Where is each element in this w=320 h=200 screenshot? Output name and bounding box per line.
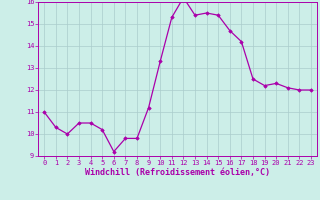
X-axis label: Windchill (Refroidissement éolien,°C): Windchill (Refroidissement éolien,°C) (85, 168, 270, 177)
